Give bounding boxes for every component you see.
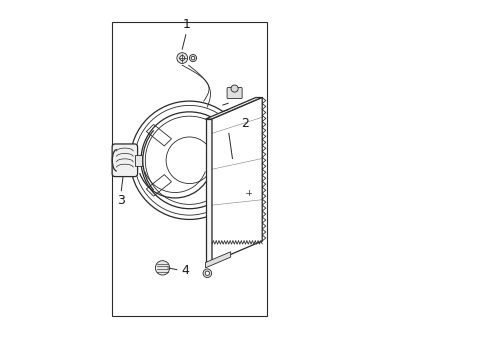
- Circle shape: [177, 53, 188, 63]
- Polygon shape: [213, 150, 236, 170]
- Text: 1: 1: [183, 18, 191, 31]
- Circle shape: [180, 55, 185, 60]
- Circle shape: [190, 54, 196, 62]
- Polygon shape: [239, 149, 258, 173]
- FancyBboxPatch shape: [227, 87, 242, 99]
- Circle shape: [235, 178, 237, 180]
- Polygon shape: [135, 155, 142, 166]
- Circle shape: [242, 172, 244, 174]
- Circle shape: [226, 163, 246, 183]
- Polygon shape: [205, 119, 212, 262]
- Text: 3: 3: [117, 194, 124, 207]
- Polygon shape: [205, 98, 262, 119]
- Circle shape: [191, 56, 195, 60]
- Polygon shape: [212, 98, 262, 262]
- Circle shape: [205, 271, 210, 275]
- Circle shape: [155, 261, 170, 275]
- Circle shape: [231, 85, 238, 92]
- Text: 4: 4: [181, 264, 189, 277]
- Circle shape: [232, 168, 240, 177]
- Circle shape: [235, 165, 237, 167]
- Circle shape: [203, 269, 212, 278]
- FancyBboxPatch shape: [112, 144, 138, 177]
- Circle shape: [245, 189, 252, 196]
- Bar: [112, 22, 267, 316]
- Text: 2: 2: [241, 117, 249, 130]
- Circle shape: [228, 172, 231, 174]
- Polygon shape: [205, 252, 231, 268]
- Polygon shape: [236, 176, 260, 195]
- Polygon shape: [214, 173, 233, 196]
